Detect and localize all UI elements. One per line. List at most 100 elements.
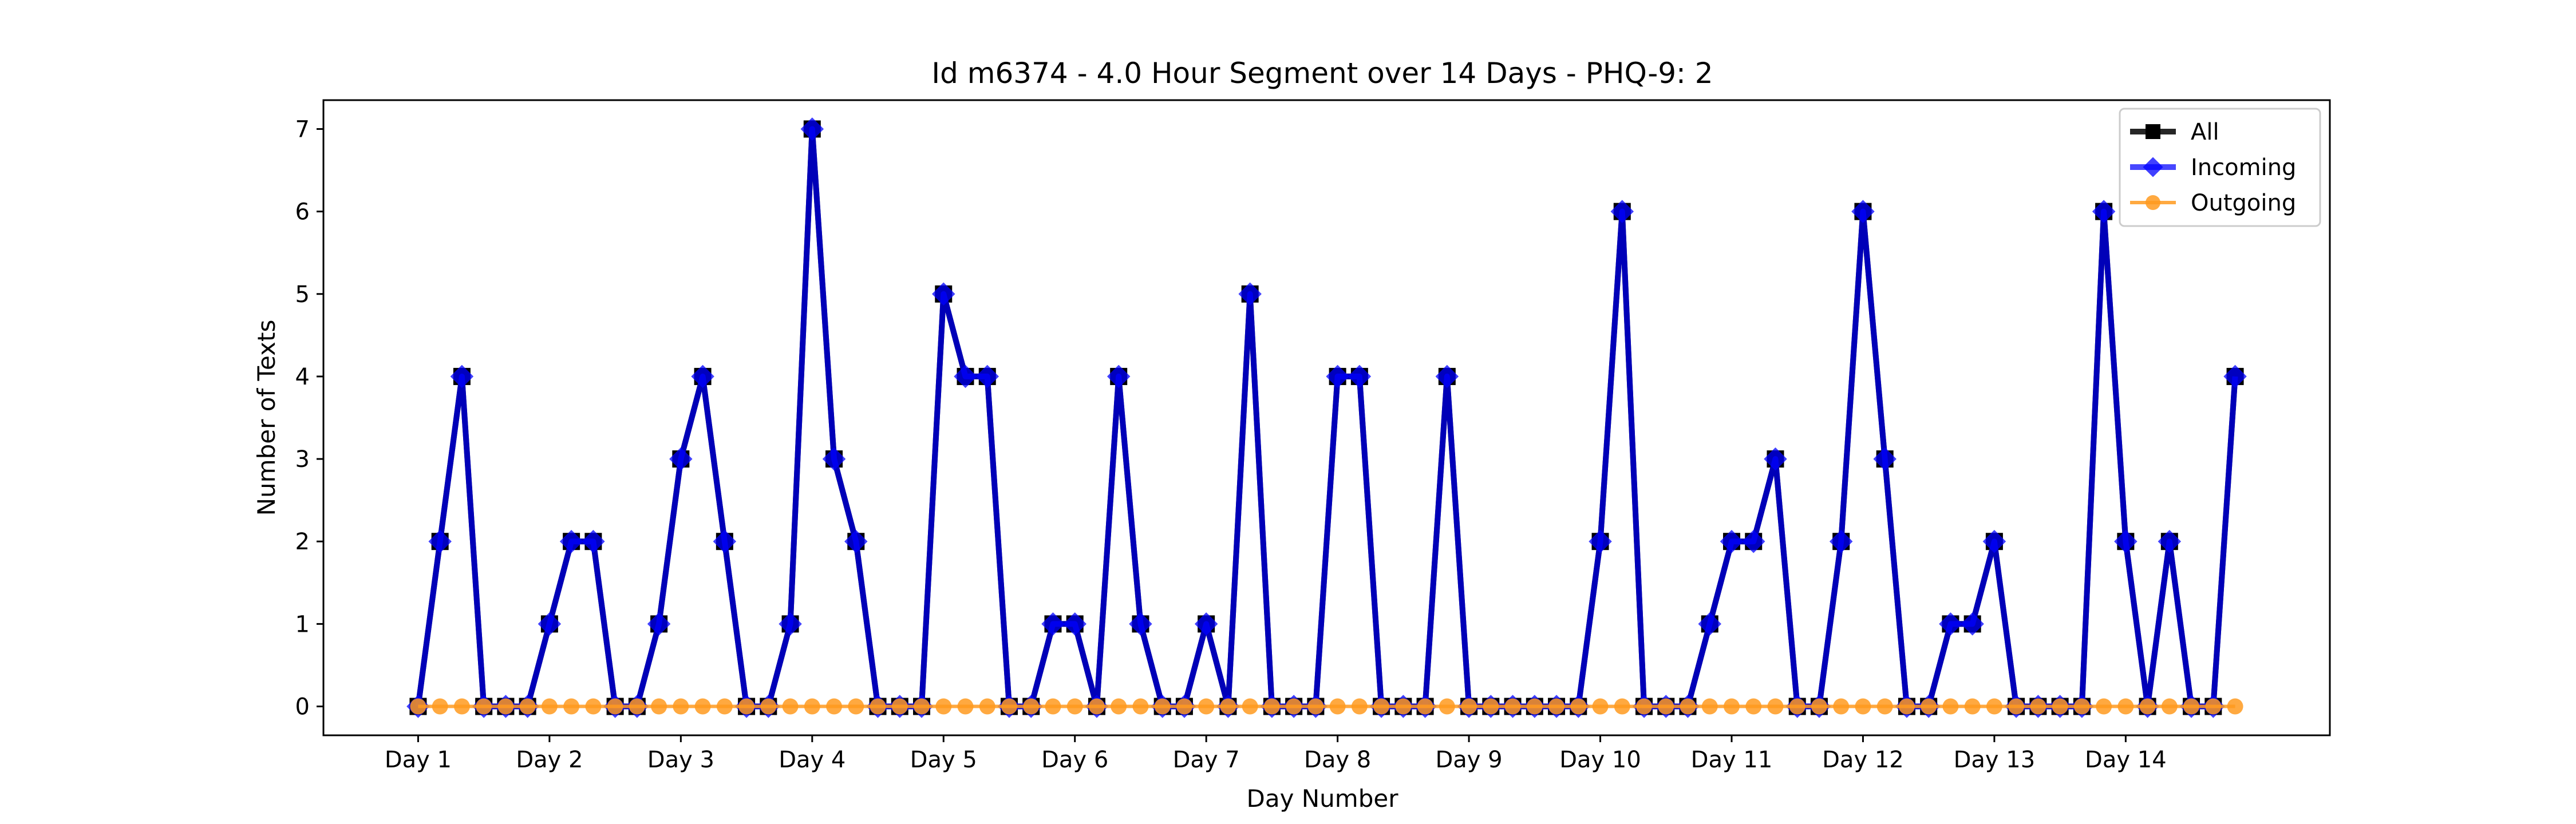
point-outgoing bbox=[1942, 698, 1959, 715]
point-incoming bbox=[954, 365, 977, 389]
point-incoming bbox=[1741, 529, 1765, 553]
point-incoming bbox=[1589, 529, 1612, 553]
chart-title: Id m6374 - 4.0 Hour Segment over 14 Days… bbox=[931, 57, 1713, 90]
point-outgoing bbox=[585, 698, 602, 715]
series-outgoing bbox=[410, 698, 2243, 715]
point-outgoing bbox=[1658, 698, 1674, 715]
point-outgoing bbox=[2052, 698, 2068, 715]
point-incoming bbox=[1435, 365, 1459, 389]
axes: 0 1 2 3 4 5 6 7 Day 1 Day 2 Day 3 Day 4 Day 5 Day 6 Da… bbox=[295, 116, 2167, 773]
point-incoming bbox=[669, 447, 693, 471]
point-outgoing bbox=[1636, 698, 1653, 715]
point-outgoing bbox=[1307, 698, 1324, 715]
point-outgoing bbox=[1855, 698, 1871, 715]
x-tick-label: Day 4 bbox=[779, 747, 846, 773]
point-outgoing bbox=[1548, 698, 1565, 715]
point-outgoing bbox=[651, 698, 667, 715]
point-outgoing bbox=[760, 698, 777, 715]
point-outgoing bbox=[1351, 698, 1368, 715]
point-outgoing bbox=[1570, 698, 1587, 715]
point-outgoing bbox=[738, 698, 755, 715]
y-tick-label: 4 bbox=[295, 364, 310, 390]
point-outgoing bbox=[914, 698, 930, 715]
point-outgoing bbox=[541, 698, 558, 715]
y-axis-label: Number of Texts bbox=[252, 320, 280, 516]
y-tick-label: 3 bbox=[295, 446, 310, 473]
point-outgoing bbox=[848, 698, 864, 715]
point-outgoing bbox=[1088, 698, 1105, 715]
point-incoming bbox=[1610, 200, 1634, 223]
point-outgoing bbox=[1921, 698, 1937, 715]
point-incoming bbox=[975, 365, 999, 389]
point-incoming bbox=[800, 117, 824, 141]
point-incoming bbox=[1129, 612, 1152, 636]
x-tick-label: Day 6 bbox=[1041, 747, 1108, 773]
point-outgoing bbox=[1066, 698, 1083, 715]
point-outgoing bbox=[607, 698, 623, 715]
point-outgoing bbox=[1242, 698, 1258, 715]
point-incoming bbox=[822, 447, 846, 471]
x-tick-label: Day 5 bbox=[910, 747, 977, 773]
point-outgoing bbox=[1701, 698, 1718, 715]
point-outgoing bbox=[2139, 698, 2156, 715]
point-outgoing bbox=[1833, 698, 1850, 715]
point-outgoing bbox=[2073, 698, 2090, 715]
point-all bbox=[2146, 124, 2160, 139]
point-incoming bbox=[2114, 529, 2138, 553]
point-outgoing bbox=[1504, 698, 1521, 715]
point-outgoing bbox=[2146, 195, 2160, 210]
point-incoming bbox=[1851, 200, 1875, 223]
point-incoming bbox=[1939, 612, 1962, 636]
legend-label: Outgoing bbox=[2191, 190, 2296, 216]
point-outgoing bbox=[2008, 698, 2025, 715]
point-incoming bbox=[1873, 447, 1897, 471]
point-incoming bbox=[450, 365, 474, 389]
x-tick-label: Day 2 bbox=[516, 747, 583, 773]
legend-entry-incoming: Incoming bbox=[2130, 154, 2296, 181]
point-outgoing bbox=[2183, 698, 2200, 715]
point-incoming bbox=[2092, 200, 2116, 223]
point-outgoing bbox=[1483, 698, 1499, 715]
point-incoming bbox=[1107, 365, 1131, 389]
point-outgoing bbox=[826, 698, 843, 715]
point-outgoing bbox=[1986, 698, 2002, 715]
point-outgoing bbox=[497, 698, 514, 715]
point-incoming bbox=[713, 529, 737, 553]
x-tick-label: Day 12 bbox=[1822, 747, 1904, 773]
point-incoming bbox=[647, 612, 671, 636]
point-outgoing bbox=[1154, 698, 1171, 715]
point-outgoing bbox=[694, 698, 711, 715]
point-outgoing bbox=[453, 698, 470, 715]
point-outgoing bbox=[1964, 698, 1981, 715]
point-outgoing bbox=[1395, 698, 1412, 715]
series-layer bbox=[406, 117, 2247, 718]
point-incoming bbox=[1041, 612, 1065, 636]
plot-frame bbox=[322, 99, 2331, 736]
point-incoming bbox=[428, 529, 452, 553]
point-incoming bbox=[582, 529, 605, 553]
point-incoming bbox=[559, 529, 583, 553]
point-outgoing bbox=[1263, 698, 1280, 715]
point-outgoing bbox=[1767, 698, 1784, 715]
point-outgoing bbox=[410, 698, 426, 715]
legend: All Incoming Outgoing bbox=[2119, 108, 2321, 227]
point-outgoing bbox=[1111, 698, 1127, 715]
point-outgoing bbox=[979, 698, 995, 715]
point-incoming bbox=[1982, 529, 2006, 553]
y-tick-label: 7 bbox=[295, 116, 310, 142]
point-incoming bbox=[844, 529, 868, 553]
legend-entry-all: All bbox=[2130, 119, 2219, 145]
point-outgoing bbox=[1614, 698, 1630, 715]
point-incoming bbox=[2143, 157, 2163, 177]
x-tick-label: Day 9 bbox=[1435, 747, 1502, 773]
legend-box bbox=[2119, 108, 2321, 227]
point-outgoing bbox=[2096, 698, 2112, 715]
point-incoming bbox=[2223, 365, 2247, 389]
point-outgoing bbox=[1373, 698, 1390, 715]
point-outgoing bbox=[673, 698, 689, 715]
point-outgoing bbox=[1876, 698, 1893, 715]
point-outgoing bbox=[629, 698, 645, 715]
x-tick-label: Day 10 bbox=[1559, 747, 1641, 773]
point-outgoing bbox=[1045, 698, 1061, 715]
